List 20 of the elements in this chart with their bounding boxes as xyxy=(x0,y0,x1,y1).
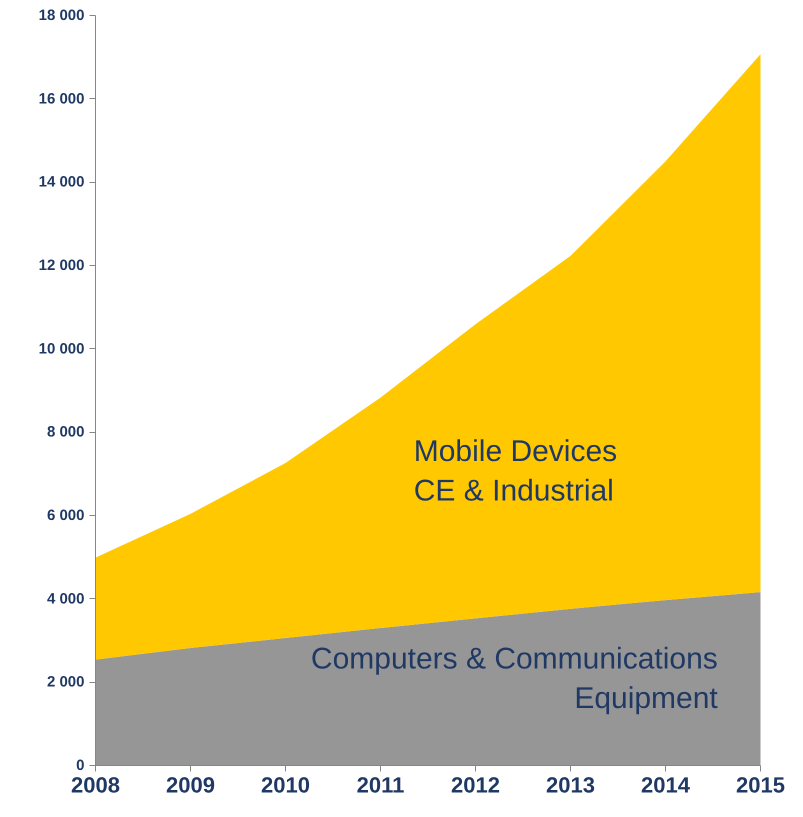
x-tick-label: 2011 xyxy=(356,772,404,798)
x-tick-label: 2012 xyxy=(451,772,500,798)
x-tick-label: 2008 xyxy=(71,772,120,798)
x-tick-label: 2015 xyxy=(736,772,785,798)
x-tick-label: 2014 xyxy=(641,772,691,798)
series-label: Mobile Devices CE & Industrial xyxy=(414,435,618,508)
x-tick-label: 2009 xyxy=(166,772,215,798)
y-tick-label: 16 000 xyxy=(38,90,85,108)
y-tick-label: 0 xyxy=(76,757,84,774)
y-tick-label: 14 000 xyxy=(38,174,85,191)
y-tick-label: 10 000 xyxy=(38,340,85,358)
x-tick-label: 2010 xyxy=(261,772,310,798)
y-tick-label: 18 000 xyxy=(38,7,85,24)
y-tick-label: 8 000 xyxy=(46,424,85,441)
series-label: Computers & Communications Equipment xyxy=(310,642,718,716)
y-tick-label: 2 000 xyxy=(46,674,85,691)
y-tick-label: 12 000 xyxy=(38,257,85,274)
y-tick-label: 6 000 xyxy=(46,507,85,524)
y-tick-label: 4 000 xyxy=(46,590,85,608)
x-tick-label: 2013 xyxy=(546,772,595,798)
